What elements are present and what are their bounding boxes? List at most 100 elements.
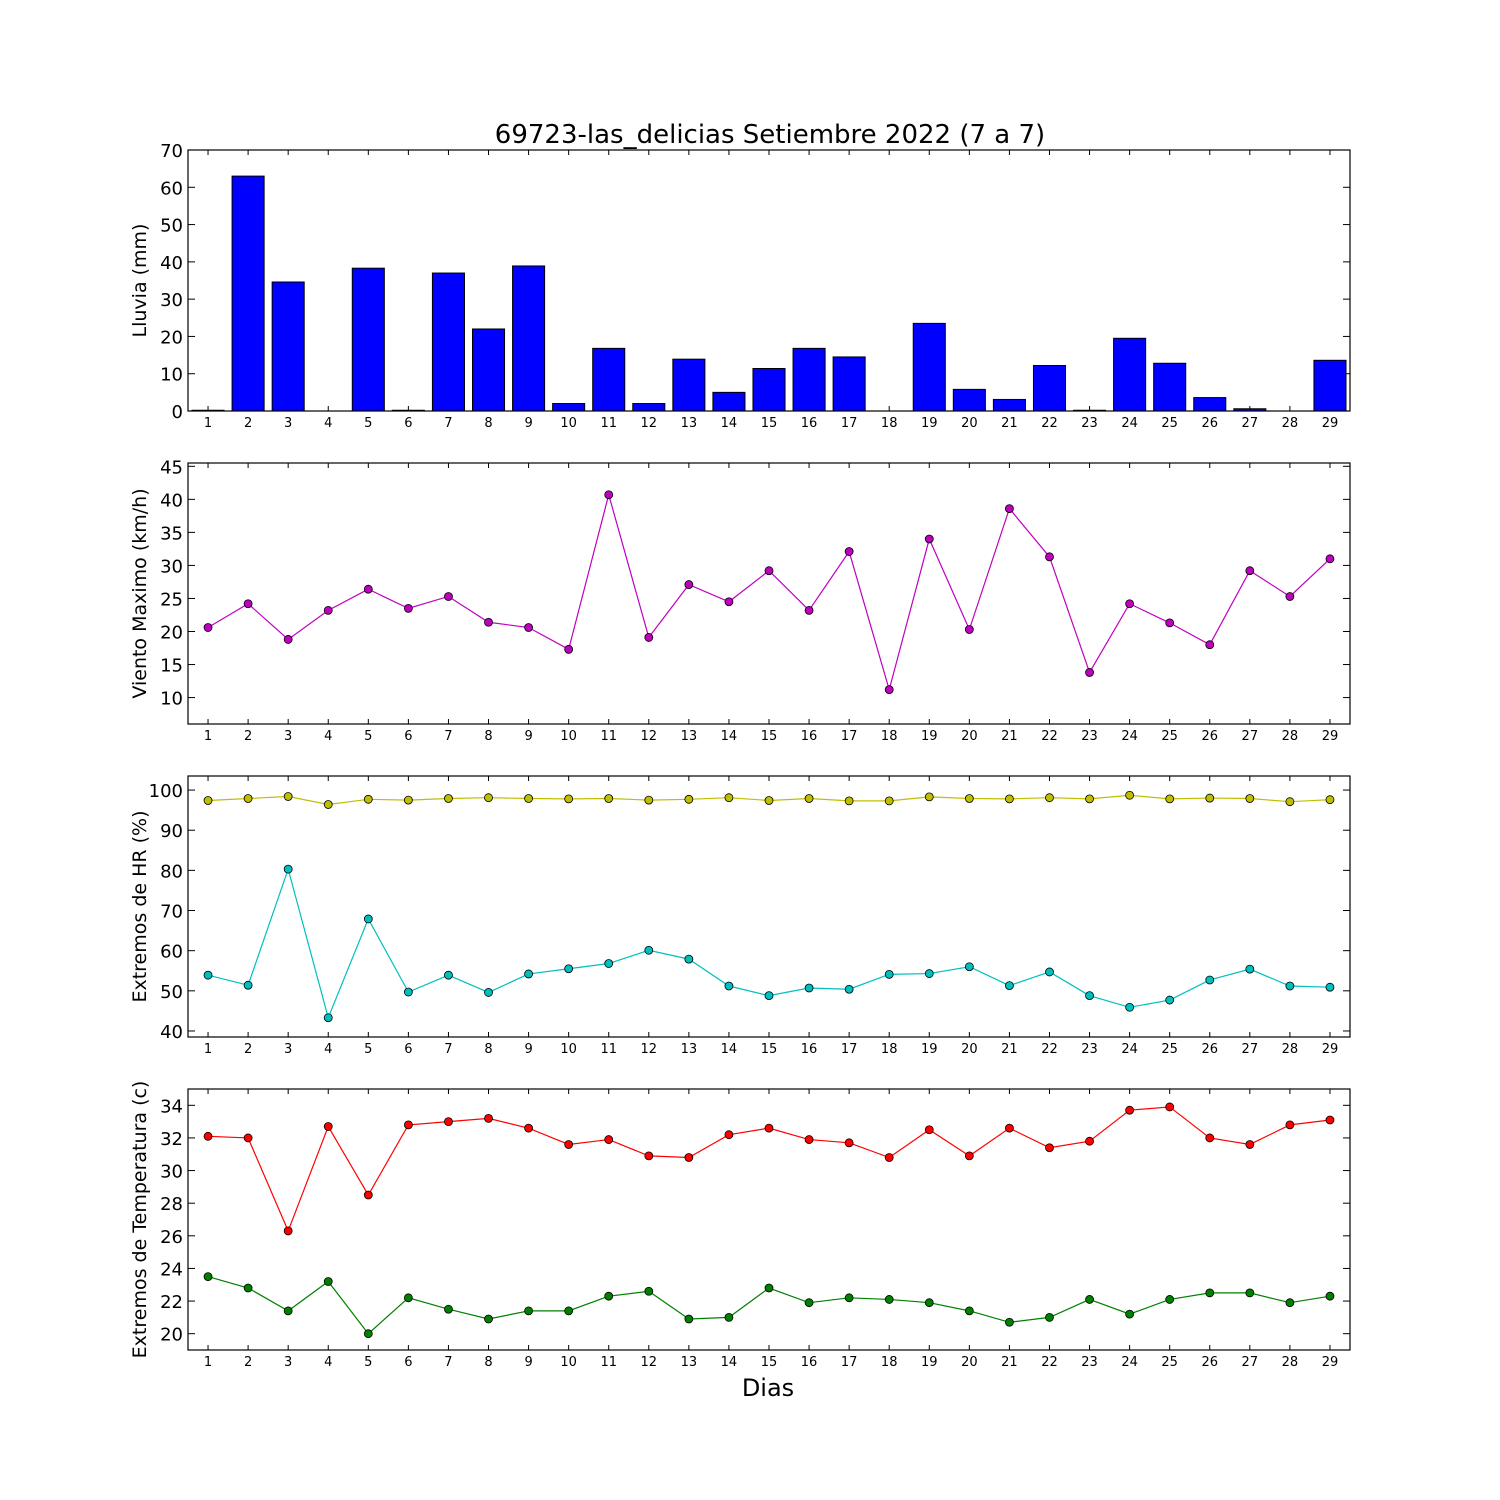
x-tick-label: 13	[681, 729, 698, 744]
x-tick-label: 13	[681, 1355, 698, 1370]
x-tick-label: 27	[1242, 416, 1259, 431]
x-tick-label: 10	[560, 1355, 577, 1370]
x-tick-label: 23	[1081, 1042, 1098, 1057]
bar	[672, 358, 706, 412]
x-tick-label: 27	[1242, 1355, 1259, 1370]
data-point	[1125, 790, 1135, 800]
x-tick-label: 18	[881, 1042, 898, 1057]
x-tick-label: 17	[841, 1042, 858, 1057]
x-tick-label: 9	[524, 1042, 532, 1057]
data-point	[724, 793, 734, 803]
x-tick-label: 4	[324, 1355, 332, 1370]
x-tick-label: 14	[721, 729, 738, 744]
data-point	[964, 794, 974, 803]
data-point	[684, 1314, 694, 1324]
bar	[592, 347, 626, 412]
data-point	[924, 969, 934, 978]
bar	[552, 403, 586, 412]
data-point	[724, 597, 734, 607]
data-point	[363, 1329, 373, 1339]
data-point	[884, 1295, 894, 1304]
data-point	[524, 1306, 533, 1316]
data-point	[764, 991, 774, 1001]
x-tick-label: 17	[841, 416, 858, 431]
x-tick-label: 28	[1282, 416, 1299, 431]
plot-frame	[187, 149, 1351, 412]
data-point	[1045, 552, 1054, 562]
data-point	[844, 1293, 854, 1303]
x-tick-label: 1	[204, 1042, 212, 1057]
data-point	[484, 1314, 493, 1324]
data-point	[243, 599, 253, 609]
x-tick-label: 7	[444, 416, 452, 431]
x-tick-label: 7	[444, 1042, 452, 1057]
x-tick-label: 9	[524, 729, 532, 744]
x-tick-label: 24	[1121, 416, 1138, 431]
data-point	[484, 793, 493, 803]
y-tick-label: 15	[160, 656, 183, 677]
data-point	[764, 1283, 774, 1293]
x-tick-label: 19	[921, 1042, 938, 1057]
y-tick-label: 60	[160, 178, 183, 199]
bar	[792, 347, 826, 412]
x-tick-label: 21	[1001, 416, 1018, 431]
data-point	[1085, 794, 1094, 804]
data-point	[924, 792, 934, 802]
x-tick-label: 22	[1041, 416, 1058, 431]
x-tick-label: 24	[1121, 1042, 1138, 1057]
data-point	[884, 796, 894, 806]
data-point	[1125, 599, 1135, 609]
data-point	[243, 1283, 253, 1293]
data-point	[524, 794, 533, 803]
y-tick-label: 30	[160, 556, 183, 577]
data-point	[1165, 1102, 1175, 1112]
data-point	[564, 964, 574, 974]
x-tick-label: 29	[1322, 729, 1339, 744]
x-tick-label: 17	[841, 1355, 858, 1370]
x-tick-label: 16	[801, 416, 818, 431]
bar	[912, 322, 946, 412]
x-tick-label: 23	[1081, 729, 1098, 744]
x-tick-label: 25	[1161, 729, 1178, 744]
data-point	[844, 547, 854, 556]
x-tick-label: 6	[404, 1042, 412, 1057]
data-point	[1325, 795, 1335, 805]
data-point	[1005, 504, 1014, 513]
data-point	[1285, 797, 1295, 807]
y-tick-label: 22	[160, 1292, 183, 1313]
x-tick-label: 17	[841, 729, 858, 744]
data-point	[684, 580, 694, 589]
x-tick-label: 3	[284, 1355, 292, 1370]
y-tick-label: 60	[160, 942, 183, 963]
x-tick-label: 2	[244, 1355, 252, 1370]
data-point	[884, 969, 894, 979]
data-point	[1205, 640, 1215, 650]
x-tick-label: 4	[324, 729, 332, 744]
bar	[512, 265, 546, 412]
x-tick-label: 19	[921, 729, 938, 744]
data-point	[684, 1153, 694, 1162]
x-tick-label: 26	[1201, 416, 1218, 431]
data-point	[1245, 566, 1255, 576]
data-point	[283, 635, 293, 644]
data-point	[804, 1135, 814, 1144]
data-point	[1085, 1136, 1094, 1146]
data-point	[1245, 1288, 1255, 1298]
data-point	[804, 794, 814, 803]
data-point	[1045, 967, 1054, 977]
data-point	[1005, 794, 1014, 804]
data-point	[924, 1298, 934, 1308]
data-point	[524, 623, 533, 632]
y-tick-label: 40	[160, 490, 183, 511]
data-point	[844, 796, 854, 806]
x-tick-label: 28	[1282, 729, 1299, 744]
y-tick-label: 25	[160, 589, 183, 610]
data-point	[1325, 554, 1335, 564]
data-point	[323, 1277, 333, 1286]
data-point	[283, 1226, 293, 1236]
x-tick-label: 9	[524, 1355, 532, 1370]
data-point	[444, 1304, 453, 1314]
data-point	[884, 685, 894, 695]
x-tick-label: 20	[961, 416, 978, 431]
bar	[431, 272, 465, 412]
